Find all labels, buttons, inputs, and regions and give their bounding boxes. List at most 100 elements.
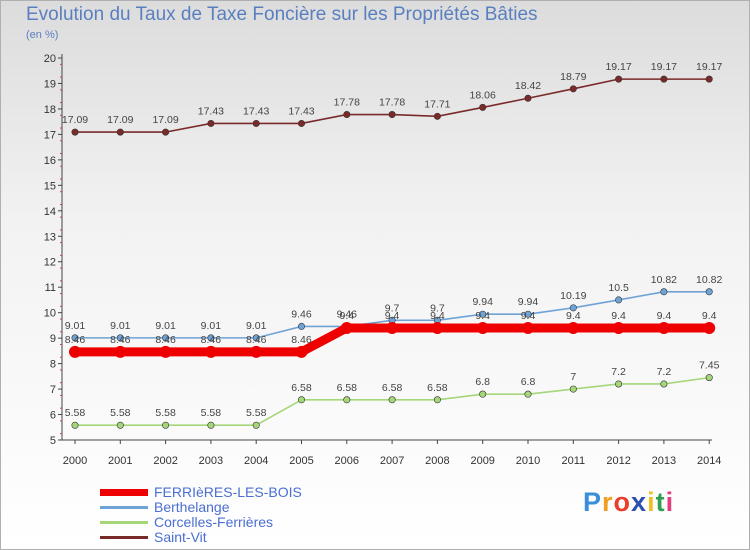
data-label: 17.71 [424, 98, 450, 110]
data-point [615, 380, 623, 388]
y-tick-label: 20 [44, 53, 56, 65]
legend-label: Corcelles-Ferrières [154, 514, 274, 530]
data-point [340, 321, 353, 334]
data-point [252, 334, 260, 342]
data-label: 9.4 [611, 310, 626, 322]
y-tick-label: 15 [44, 180, 56, 192]
brand-letter: P [583, 487, 603, 517]
data-label: 6.58 [291, 382, 312, 394]
data-label: 17.09 [107, 114, 133, 126]
data-point [116, 334, 124, 342]
data-point [69, 345, 81, 358]
x-tick-label: 2002 [153, 455, 177, 467]
data-point [705, 288, 713, 296]
data-label: 8.46 [110, 334, 131, 346]
data-label: 8.46 [246, 334, 267, 346]
data-label: 17.09 [62, 114, 88, 126]
y-tick-label: 11 [45, 282, 56, 294]
data-point [703, 321, 716, 334]
data-point [479, 310, 487, 318]
data-point [295, 345, 308, 358]
data-point [657, 321, 670, 334]
legend-label: FERRIèRES-LES-BOIS [154, 484, 302, 500]
data-point [660, 380, 668, 388]
data-label: 9.01 [65, 320, 86, 332]
data-label: 19.17 [651, 61, 677, 73]
data-point [388, 111, 396, 119]
data-point [660, 75, 668, 83]
x-tick-label: 2003 [199, 455, 223, 467]
data-point [71, 334, 79, 342]
data-point [207, 119, 215, 127]
data-point [71, 128, 79, 136]
data-label: 17.78 [379, 97, 405, 109]
data-point [433, 396, 441, 404]
data-point [297, 396, 305, 404]
data-point [204, 345, 217, 358]
data-point [159, 345, 172, 358]
data-point [612, 321, 625, 334]
data-point [207, 421, 215, 429]
data-point [615, 296, 623, 304]
data-label: 7.2 [611, 366, 626, 378]
data-label: 6.58 [427, 382, 448, 394]
brand-letter: i [647, 487, 656, 517]
y-tick-label: 14 [44, 206, 56, 218]
legend-swatch [100, 506, 148, 509]
x-tick-label: 2006 [335, 455, 359, 467]
data-point [116, 128, 124, 136]
data-label: 8.46 [291, 334, 312, 346]
data-label: 9.01 [110, 320, 131, 332]
x-tick-label: 2008 [425, 455, 449, 467]
data-label: 17.43 [288, 105, 314, 117]
data-point [524, 310, 532, 318]
x-tick-label: 2000 [63, 455, 87, 467]
data-point [476, 321, 489, 334]
data-point [250, 345, 263, 358]
data-label: 9.4 [475, 310, 490, 322]
data-label: 9.4 [657, 310, 672, 322]
y-tick-label: 13 [44, 231, 56, 243]
y-tick-label: 7 [50, 384, 56, 396]
legend-swatch [100, 521, 148, 524]
data-point [162, 128, 170, 136]
x-tick-label: 2001 [108, 455, 132, 467]
data-point [71, 421, 79, 429]
x-tick-label: 2009 [470, 455, 494, 467]
data-label: 5.58 [155, 407, 176, 419]
data-label: 10.82 [696, 274, 722, 286]
data-point [569, 85, 577, 93]
data-label: 9.01 [155, 320, 176, 332]
data-point [569, 385, 577, 393]
brand-letter: x [631, 487, 648, 517]
data-label: 7 [570, 371, 576, 383]
data-point [162, 334, 170, 342]
data-label: 9.46 [291, 308, 312, 320]
y-unit-label: (en %) [26, 29, 59, 41]
data-point [252, 421, 260, 429]
data-label: 19.17 [696, 61, 722, 73]
data-point [343, 396, 351, 404]
brand-letter: r [602, 487, 614, 517]
data-point [660, 288, 668, 296]
data-label: 17.09 [152, 114, 178, 126]
chart-title: Evolution du Taux de Taxe Foncière sur l… [26, 4, 538, 25]
y-tick-label: 16 [44, 155, 56, 167]
data-label: 10.82 [651, 274, 677, 286]
data-label: 9.4 [566, 310, 581, 322]
data-label: 9.7 [430, 302, 445, 314]
y-tick-label: 5 [50, 435, 56, 447]
data-label: 6.58 [382, 382, 403, 394]
data-label: 5.58 [110, 407, 131, 419]
data-point [162, 421, 170, 429]
data-label: 9.94 [518, 296, 539, 308]
data-point [116, 421, 124, 429]
data-label: 9.4 [521, 310, 536, 322]
x-tick-label: 2012 [606, 455, 630, 467]
data-label: 8.46 [155, 334, 176, 346]
data-label: 6.8 [521, 376, 536, 388]
data-point [479, 390, 487, 398]
data-label: 9.46 [337, 308, 358, 320]
data-point [114, 345, 127, 358]
